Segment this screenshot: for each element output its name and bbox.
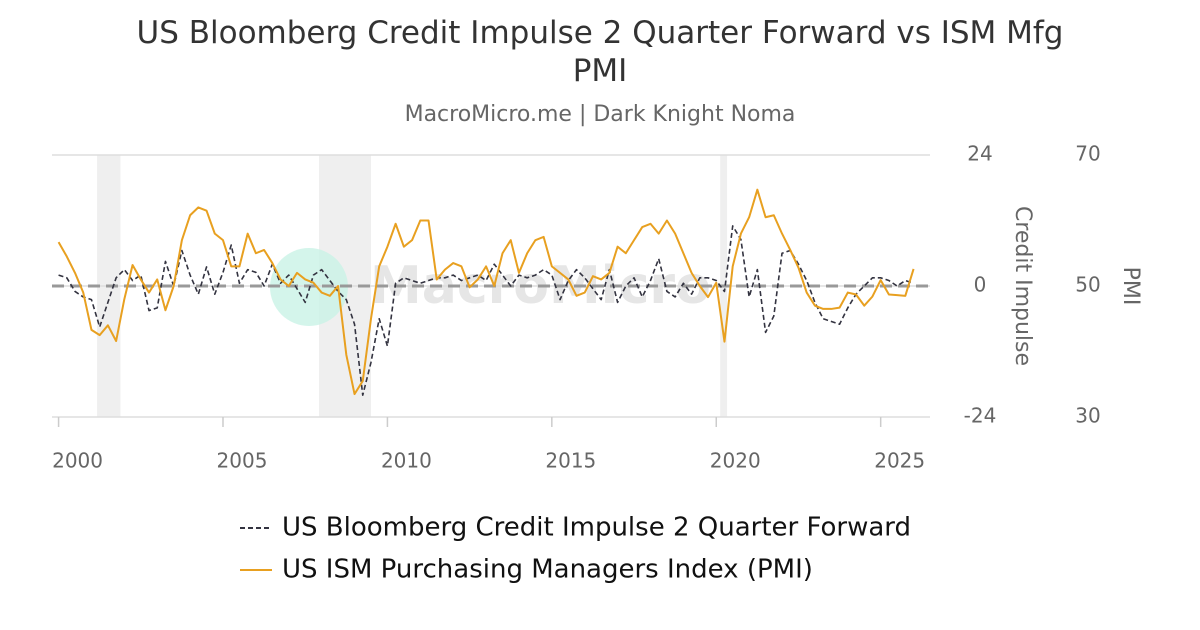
- y-axis-title: Credit Impulse: [1010, 206, 1035, 366]
- x-tick-label: 2015: [545, 449, 596, 473]
- x-tick-label: 2005: [217, 449, 268, 473]
- x-tick-label: 2020: [710, 449, 761, 473]
- series-line: [57, 188, 915, 396]
- y2-tick-label: 50: [1075, 273, 1100, 297]
- y2-tick-label: 70: [1075, 142, 1100, 166]
- y-tick-label: -24: [964, 404, 997, 428]
- x-tick-label: 2010: [381, 449, 432, 473]
- y-tick-label: 0: [974, 273, 987, 297]
- y2-tick-label: 30: [1075, 404, 1100, 428]
- x-tick-label: 2000: [52, 449, 103, 473]
- legend-label: US ISM Purchasing Managers Index (PMI): [282, 555, 813, 585]
- legend-label: US Bloomberg Credit Impulse 2 Quarter Fo…: [282, 513, 911, 543]
- y-tick-label: 24: [967, 142, 992, 166]
- y2-axis-title: PMI: [1118, 267, 1143, 306]
- chart-subtitle: MacroMicro.me | Dark Knight Noma: [404, 102, 796, 127]
- series-line: [58, 225, 914, 396]
- chart-title: US Bloomberg Credit Impulse 2 Quarter Fo…: [136, 15, 1064, 89]
- x-tick-label: 2025: [874, 449, 925, 473]
